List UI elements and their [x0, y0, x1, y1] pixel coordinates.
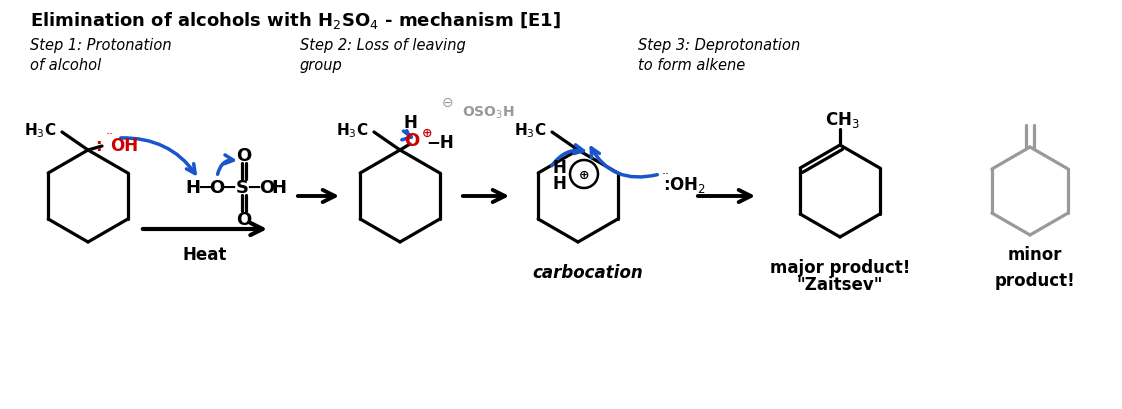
Text: ⊕: ⊕: [579, 168, 589, 181]
Text: O: O: [237, 211, 251, 229]
Text: ⊕: ⊕: [422, 126, 432, 139]
Text: ⊖: ⊖: [442, 96, 453, 110]
Text: H: H: [403, 114, 417, 132]
Text: "Zaitsev": "Zaitsev": [797, 275, 883, 293]
Text: ··: ··: [662, 168, 670, 181]
Text: ··: ··: [105, 128, 114, 141]
Text: −: −: [221, 179, 237, 196]
Text: H: H: [185, 179, 201, 196]
Text: H: H: [552, 175, 565, 193]
Text: OH: OH: [110, 137, 138, 155]
Text: :: :: [95, 137, 102, 155]
Text: Step 2: Loss of leaving
group: Step 2: Loss of leaving group: [300, 38, 466, 73]
Text: CH$_3$: CH$_3$: [825, 110, 859, 130]
Text: Elimination of alcohols with H$_2$SO$_4$ - mechanism [E1]: Elimination of alcohols with H$_2$SO$_4$…: [30, 10, 561, 31]
Text: Heat: Heat: [183, 245, 227, 263]
Text: carbocation: carbocation: [533, 263, 643, 281]
Text: S: S: [236, 179, 248, 196]
Text: O: O: [259, 179, 275, 196]
Text: H: H: [552, 159, 565, 177]
Text: O: O: [237, 147, 251, 164]
Text: Step 1: Protonation
of alcohol: Step 1: Protonation of alcohol: [30, 38, 172, 73]
Text: major product!: major product!: [770, 258, 910, 276]
Text: −H: −H: [426, 134, 453, 152]
Text: H$_3$C: H$_3$C: [24, 121, 56, 140]
Text: −: −: [197, 179, 212, 196]
Text: −: −: [247, 179, 261, 196]
Text: H$_3$C: H$_3$C: [335, 121, 368, 140]
Text: O: O: [210, 179, 224, 196]
Text: O: O: [404, 132, 420, 150]
Text: H: H: [272, 179, 286, 196]
Text: H$_3$C: H$_3$C: [514, 121, 546, 140]
Text: Step 3: Deprotonation
to form alkene: Step 3: Deprotonation to form alkene: [638, 38, 800, 73]
Text: :OH$_2$: :OH$_2$: [663, 175, 706, 195]
Text: OSO$_3$H: OSO$_3$H: [462, 105, 515, 121]
Text: minor
product!: minor product!: [994, 246, 1075, 289]
